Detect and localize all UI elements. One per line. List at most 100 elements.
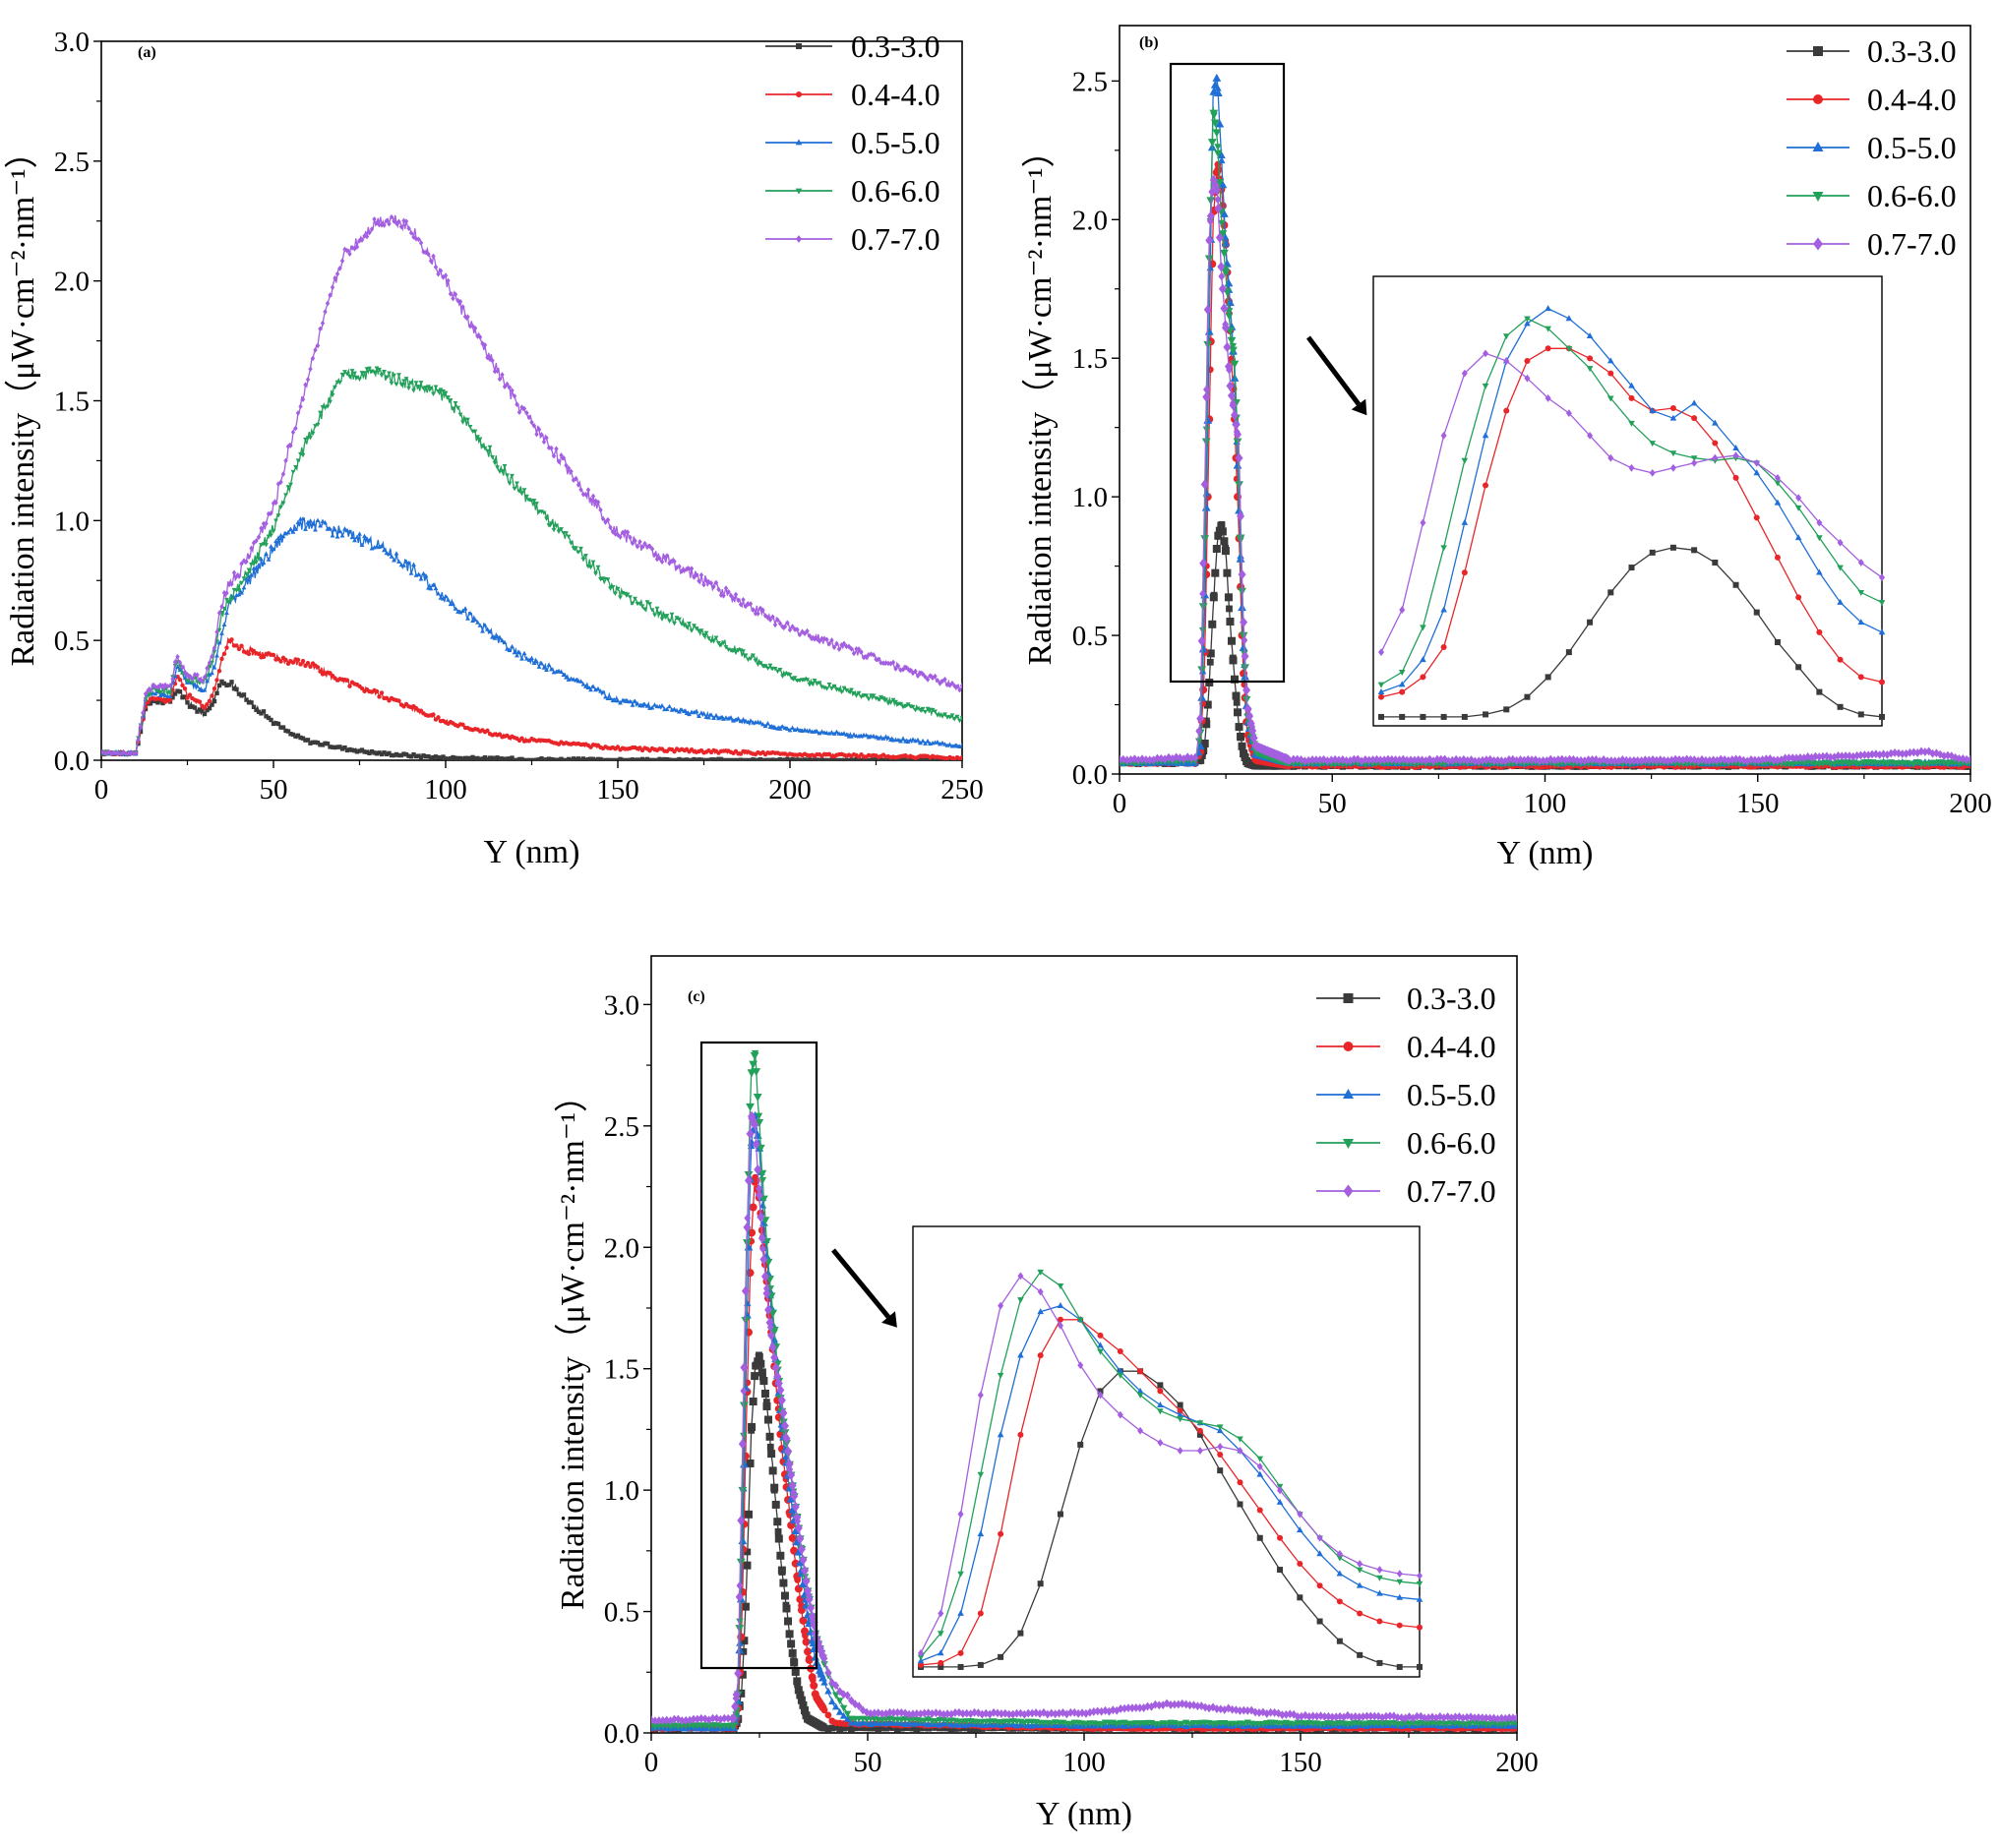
- data-point: [878, 757, 883, 760]
- x-tick-label: 200: [1949, 788, 1992, 819]
- data-point: [330, 392, 335, 398]
- inset-frame: [1372, 275, 1883, 727]
- data-point: [438, 268, 444, 274]
- inset-point: [1774, 474, 1781, 482]
- data-point: [697, 757, 701, 760]
- data-point: [229, 581, 234, 587]
- data-point: [836, 646, 842, 652]
- data-point: [844, 757, 849, 760]
- data-point: [751, 757, 756, 760]
- data-point: [930, 707, 936, 713]
- data-point: [1229, 346, 1238, 355]
- data-point: [777, 756, 783, 760]
- data-point: [1320, 754, 1327, 764]
- data-point: [273, 500, 278, 506]
- data-point: [615, 757, 621, 760]
- triangle-up-marker-icon: [1812, 142, 1824, 151]
- data-point: [939, 1709, 947, 1719]
- data-point: [684, 625, 690, 629]
- data-point: [882, 1709, 889, 1718]
- inset-point: [1794, 534, 1802, 541]
- data-point: [1317, 1711, 1324, 1721]
- data-point: [790, 756, 795, 760]
- inset-point: [1417, 1663, 1423, 1670]
- data-point: [389, 213, 394, 220]
- data-point: [731, 595, 736, 601]
- data-point: [871, 693, 877, 698]
- data-point: [780, 674, 785, 680]
- data-point: [652, 757, 657, 760]
- data-point: [354, 534, 360, 540]
- x-tick-label: 200: [768, 774, 812, 805]
- data-point: [212, 686, 217, 691]
- data-point: [920, 671, 926, 678]
- data-point: [724, 1713, 732, 1723]
- data-point: [765, 720, 770, 726]
- data-point: [451, 601, 455, 606]
- data-point: [856, 690, 862, 696]
- data-point: [1490, 1713, 1497, 1723]
- data-point: [790, 624, 795, 629]
- data-point: [266, 557, 272, 562]
- inset-point: [1565, 649, 1572, 656]
- data-point: [741, 1285, 750, 1296]
- data-point: [839, 757, 844, 760]
- data-point: [460, 722, 465, 728]
- data-point: [416, 236, 421, 243]
- legend-entry: 0.7-7.0: [765, 221, 940, 257]
- data-point: [210, 693, 214, 698]
- data-point: [900, 704, 906, 710]
- data-point: [1452, 754, 1460, 764]
- circle-marker-icon: [796, 91, 802, 97]
- data-point: [507, 756, 513, 760]
- data-point: [849, 734, 854, 739]
- data-point: [917, 1724, 925, 1732]
- data-point: [389, 752, 394, 758]
- data-point: [1796, 752, 1804, 762]
- inset-point: [1816, 628, 1823, 635]
- data-point: [874, 696, 878, 701]
- data-point: [197, 707, 203, 712]
- data-point: [382, 547, 387, 553]
- data-point: [694, 571, 699, 578]
- data-point: [266, 715, 272, 721]
- data-point: [1200, 535, 1210, 544]
- data-point: [743, 653, 749, 658]
- data-point: [320, 518, 326, 523]
- data-point: [1835, 751, 1842, 760]
- data-point: [649, 757, 655, 760]
- data-point: [782, 1433, 791, 1444]
- data-point: [756, 757, 760, 760]
- data-point: [667, 619, 672, 624]
- inset-point: [1420, 713, 1426, 720]
- data-point: [507, 647, 513, 653]
- data-point: [578, 486, 583, 493]
- data-point: [200, 708, 205, 713]
- data-point: [167, 693, 173, 698]
- data-point: [359, 747, 365, 752]
- inset-point: [1816, 535, 1823, 542]
- data-point: [310, 740, 316, 745]
- data-point: [433, 264, 439, 270]
- data-point: [618, 534, 623, 540]
- data-point: [315, 342, 321, 349]
- data-point: [1392, 755, 1400, 764]
- data-point: [408, 754, 414, 759]
- data-point: [1214, 144, 1222, 151]
- data-point: [1509, 1713, 1517, 1723]
- data-point: [1384, 754, 1392, 764]
- inset-point: [1753, 609, 1760, 616]
- data-point: [1009, 1709, 1017, 1719]
- data-point: [264, 714, 269, 719]
- data-point: [367, 229, 372, 236]
- inset-point: [1753, 469, 1761, 476]
- data-point: [951, 1708, 959, 1717]
- data-point: [431, 391, 436, 397]
- data-point: [364, 536, 370, 541]
- data-point: [487, 755, 493, 760]
- data-point: [796, 1533, 805, 1544]
- circle-marker-icon: [1813, 94, 1823, 104]
- data-point: [808, 1611, 817, 1622]
- data-point: [1343, 755, 1351, 765]
- data-point: [711, 757, 716, 760]
